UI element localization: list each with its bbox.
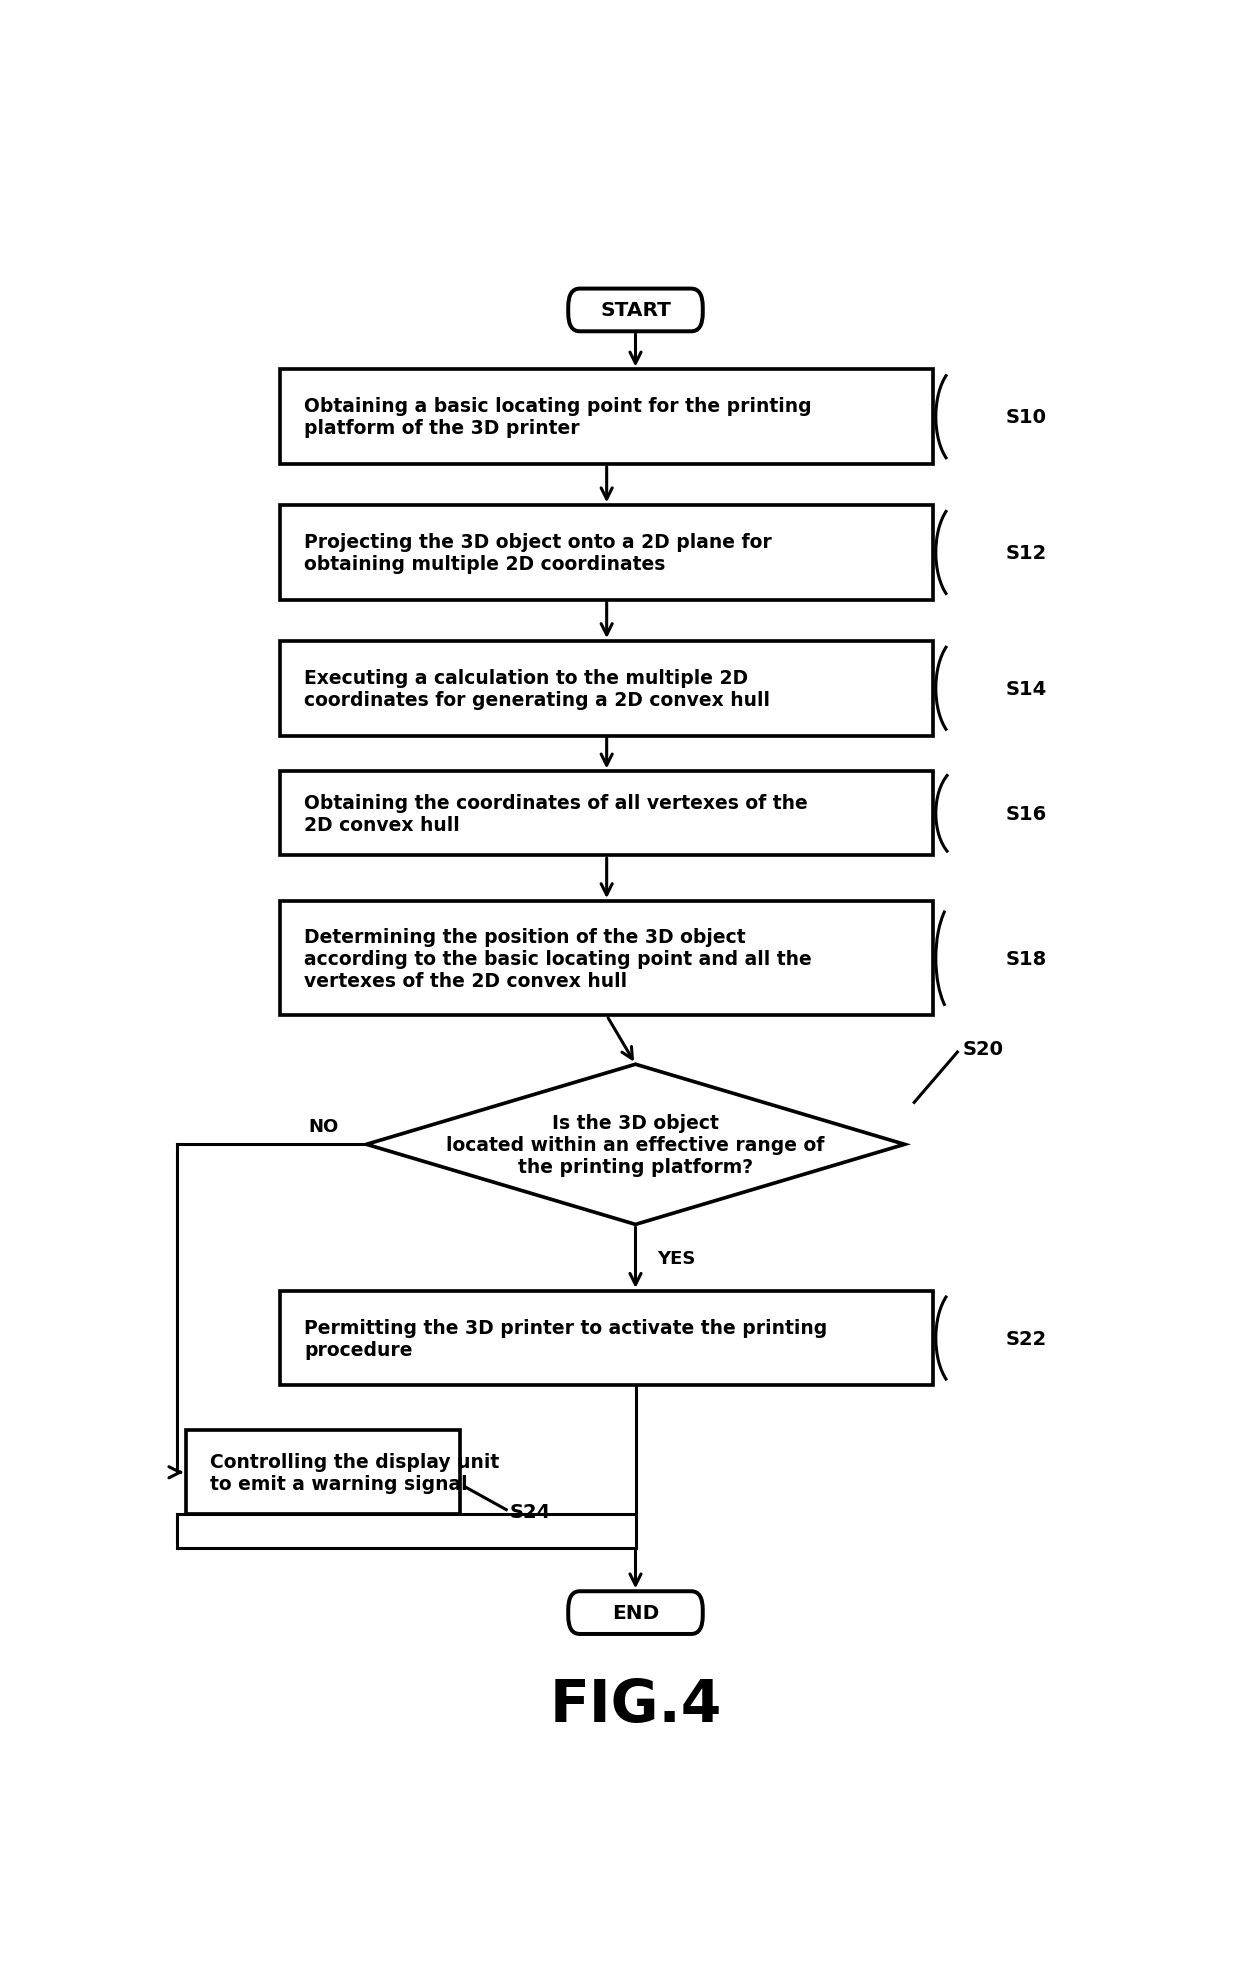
Text: S10: S10 <box>1006 408 1047 428</box>
Text: START: START <box>600 301 671 321</box>
Text: Is the 3D object
located within an effective range of
the printing platform?: Is the 3D object located within an effec… <box>446 1113 825 1176</box>
Text: END: END <box>611 1604 660 1622</box>
Text: NO: NO <box>308 1117 339 1135</box>
Polygon shape <box>367 1065 905 1226</box>
Text: S16: S16 <box>1006 804 1047 824</box>
Bar <box>280 642 934 737</box>
Bar <box>280 772 934 855</box>
Bar <box>280 901 934 1016</box>
Bar <box>280 370 934 465</box>
Bar <box>280 507 934 600</box>
Text: Determining the position of the 3D object
according to the basic locating point : Determining the position of the 3D objec… <box>304 927 812 990</box>
Text: FIG.4: FIG.4 <box>549 1675 722 1732</box>
Text: Obtaining a basic locating point for the printing
platform of the 3D printer: Obtaining a basic locating point for the… <box>304 398 811 438</box>
Text: S22: S22 <box>1006 1329 1047 1348</box>
Text: S14: S14 <box>1006 679 1047 699</box>
FancyBboxPatch shape <box>568 289 703 333</box>
Text: Executing a calculation to the multiple 2D
coordinates for generating a 2D conve: Executing a calculation to the multiple … <box>304 669 770 709</box>
Text: Obtaining the coordinates of all vertexes of the
2D convex hull: Obtaining the coordinates of all vertexe… <box>304 794 807 834</box>
Text: S24: S24 <box>510 1503 552 1521</box>
Bar <box>186 1432 460 1515</box>
Bar <box>280 1291 934 1386</box>
Text: Projecting the 3D object onto a 2D plane for
obtaining multiple 2D coordinates: Projecting the 3D object onto a 2D plane… <box>304 533 771 574</box>
Text: Controlling the display unit
to emit a warning signal: Controlling the display unit to emit a w… <box>211 1451 500 1493</box>
Text: S20: S20 <box>962 1040 1003 1059</box>
Text: YES: YES <box>657 1249 694 1267</box>
FancyBboxPatch shape <box>568 1592 703 1634</box>
Text: S12: S12 <box>1006 544 1047 562</box>
Text: Permitting the 3D printer to activate the printing
procedure: Permitting the 3D printer to activate th… <box>304 1319 827 1358</box>
Text: S18: S18 <box>1006 948 1047 968</box>
